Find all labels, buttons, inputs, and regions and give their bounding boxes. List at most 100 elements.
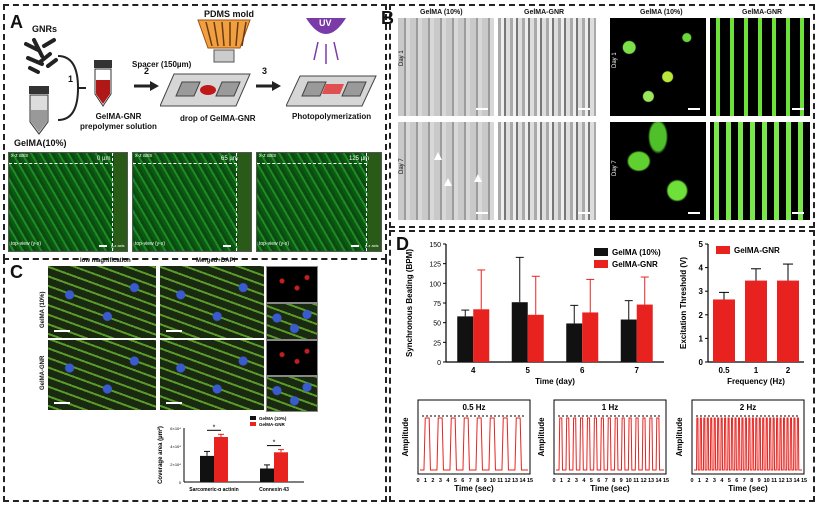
trace-xtick-label: 12 (779, 478, 785, 484)
gelma-label: GelMA(10%) (14, 138, 67, 148)
d2-xlabel: Frequency (Hz) (727, 377, 785, 386)
chart-excitation-threshold: 0 1 2 3 4 5 Excitation Threshold (V) Frequency … (679, 240, 804, 386)
b-scale-2 (688, 108, 700, 110)
b-row-label-day1-f: Day 1 (612, 52, 618, 68)
d1-xtick-label: 5 (526, 366, 531, 375)
confocal-image-65um: x-z axis 65 µm top-view (y-x) (132, 152, 252, 252)
topview-label-2: top-view (y-x) (259, 241, 290, 247)
trace-line (420, 417, 528, 471)
trace-xtick-label: 7 (743, 478, 746, 484)
trace-xtick-label: 8 (750, 478, 753, 484)
b-phase-gnr-day7 (498, 122, 596, 220)
chart-coverage-area: 0 2×10⁴ 4×10⁴ 6×10⁴ Coverage area (µm²) Sarco… (157, 416, 304, 493)
xz-label-2: x-z axis (259, 153, 276, 159)
drop-label: drop of GelMA-GNR (180, 114, 256, 123)
trace-xtick-label: 13 (786, 478, 792, 484)
c-low-mag-gnr (48, 340, 156, 410)
trace-xtick-label: 5 (590, 478, 593, 484)
panel-b-label: B (381, 8, 394, 28)
c-bar (260, 468, 274, 482)
b-scale-4 (476, 212, 488, 214)
prepolymer-label: GelMA-GNR prepolymer solution (80, 112, 157, 132)
trace-xtick-label: 13 (512, 478, 518, 484)
d1-bar (473, 309, 490, 362)
c-inset-gelma-bottom (266, 303, 318, 340)
trace-xtick-label: 2 (567, 478, 570, 484)
step-3: 3 (262, 66, 268, 76)
trace-xtick-label: 6 (735, 478, 738, 484)
trace-xtick-label: 2 (431, 478, 434, 484)
panel-d-label: D (396, 234, 409, 254)
c-row-label-0: GelMA (10%) (40, 291, 46, 328)
confocal-image-0um: x-z axis 0 µm top-view (y-x) y-z axis (8, 152, 128, 252)
d2-bar (713, 299, 735, 362)
d1-xlabel: Time (day) (535, 377, 575, 386)
d1-xtick-label: 4 (471, 366, 476, 375)
merge-arrow (57, 55, 86, 121)
d1-xtick-label: 6 (580, 366, 585, 375)
trace-xtick-label: 3 (439, 478, 442, 484)
trace-xtick-label: 13 (648, 478, 654, 484)
trace-xtick-label: 1 (560, 478, 563, 484)
trace-xtick-label: 6 (461, 478, 464, 484)
c-inset-gnr-top (266, 340, 318, 376)
c-xtick-label: Connexin 43 (259, 487, 289, 493)
gelma-tube-icon (29, 86, 49, 135)
d1-bar (511, 302, 528, 362)
c-ytick-label: 6×10⁴ (170, 426, 181, 431)
b-col-header-1: GelMA-GNR (524, 9, 565, 16)
d1-ylabel: Synchronous Beating (BPM) (405, 249, 414, 357)
trace-xtick-label: 14 (519, 478, 526, 484)
scale-bar-0 (99, 245, 107, 247)
b-col-header-2: GelMA (10%) (640, 9, 683, 16)
trace-xtick-label: 3 (713, 478, 716, 484)
trace-xtick-label: 0 (416, 478, 419, 484)
trace-xtick-label: 1 (424, 478, 427, 484)
d1-ytick-label: 50 (433, 321, 441, 328)
pdms-label: PDMS mold (204, 9, 255, 19)
d1-bar (527, 314, 544, 362)
d1-ytick-label: 25 (433, 340, 441, 347)
spacer-label-visible: Spacer (150µm) (132, 60, 191, 69)
trace-xtick-label: 7 (469, 478, 472, 484)
depth-label-1: 65 µm (221, 156, 238, 162)
b-col-header-3: GelMA-GNR (742, 9, 783, 16)
trace-xtick-label: 0 (690, 478, 693, 484)
arrow-2 (134, 81, 159, 91)
b-scale-0 (476, 108, 488, 110)
d2-ytick-label: 4 (699, 264, 704, 273)
trace-xtick-label: 10 (626, 478, 632, 484)
c-legend-swatch (250, 416, 256, 420)
prepolymer-text: GelMA-GNR prepolymer solution (80, 112, 157, 131)
c-col-header-1: Merged+DAPI (196, 258, 236, 264)
step-2: 2 (144, 66, 150, 76)
b-arrowheads (434, 152, 482, 186)
d1-bar (582, 312, 599, 362)
d1-ytick-label: 0 (437, 360, 441, 367)
uv-slide-icon (286, 75, 377, 107)
b-phase-gnr-day1 (498, 18, 596, 116)
trace-xtick-label: 15 (527, 478, 533, 484)
d1-xtick-label: 7 (635, 366, 640, 375)
trace-xtick-label: 1 (698, 478, 701, 484)
b-fluo-gelma-day7: Day 7 (610, 122, 706, 220)
topview-label-1: top-view (y-x) (135, 241, 166, 247)
trace-xtick-label: 10 (490, 478, 496, 484)
trace-ylabel: Amplitude (537, 417, 546, 457)
photopoly-label: Photopolymerization (292, 112, 372, 121)
d1-bar (457, 316, 474, 362)
d1-legend-label: GelMA (10%) (612, 248, 661, 257)
trace-xtick-label: 0 (552, 478, 555, 484)
trace-xtick-label: 5 (454, 478, 457, 484)
scale-bar-1 (223, 245, 231, 247)
panel-c (3, 258, 387, 502)
trace-xlabel: Time (sec) (454, 484, 494, 493)
trace-ylabel: Amplitude (675, 417, 684, 457)
arrow-3 (256, 81, 281, 91)
uv-lamp-icon (306, 18, 346, 64)
d1-ytick-label: 150 (429, 242, 441, 249)
gnrs-cluster-icon (24, 38, 58, 74)
topview-label-0: top-view (y-x) (11, 241, 42, 247)
b-row-label-day1: Day 1 (399, 50, 405, 66)
